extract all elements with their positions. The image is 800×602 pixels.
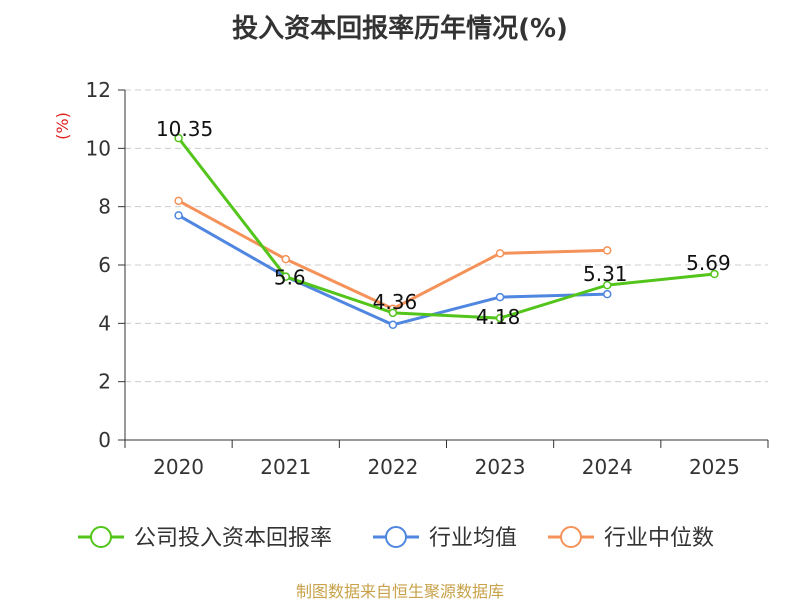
- data-point: [710, 269, 719, 279]
- series-line: [177, 137, 715, 320]
- legend-marker: [90, 526, 112, 548]
- data-label: 5.31: [583, 262, 628, 286]
- legend-marker: [385, 526, 407, 548]
- axes: 0 2 4 6 8 10 12 2020 2021 2022 2023 2024 2025: [86, 78, 769, 479]
- data-label: 4.18: [476, 305, 521, 329]
- x-tick-label: 2021: [260, 455, 311, 479]
- y-tick-label: 0: [98, 428, 111, 452]
- x-tick-label: 2023: [475, 455, 526, 479]
- data-point: [603, 280, 612, 290]
- data-labels: 10.35 5.6 4.36 4.18 5.31 5.69: [156, 117, 731, 329]
- data-point: [281, 272, 290, 281]
- x-tick-label: 2022: [367, 455, 418, 479]
- y-tick-label: 6: [98, 253, 111, 277]
- gridlines: [125, 89, 768, 383]
- series-lines: [177, 137, 715, 327]
- data-point: [495, 292, 505, 302]
- data-point: [495, 249, 505, 258]
- y-axis-label: (%): [53, 112, 72, 140]
- data-point: [603, 246, 612, 255]
- data-point: [603, 289, 612, 299]
- data-point: [174, 196, 183, 206]
- data-label: 10.35: [156, 117, 213, 141]
- legend-label: 行业中位数: [604, 526, 714, 551]
- y-tick-label: 10: [86, 136, 111, 160]
- data-points: [174, 133, 719, 330]
- x-tick-label: 2024: [582, 455, 633, 479]
- data-point: [388, 320, 398, 330]
- y-tick-label: 12: [86, 78, 111, 102]
- x-tick-label: 2020: [153, 455, 204, 479]
- data-point: [388, 308, 398, 318]
- legend-marker: [560, 526, 582, 548]
- y-tick-label: 8: [98, 195, 111, 219]
- data-label: 4.36: [373, 290, 418, 314]
- legend: 公司投入资本回报率 行业均值 行业中位数: [78, 526, 714, 551]
- legend-item[interactable]: 行业均值: [373, 526, 517, 551]
- data-point: [495, 313, 505, 323]
- y-tick-label: 4: [98, 311, 111, 335]
- data-point: [174, 133, 183, 143]
- legend-label: 公司投入资本回报率: [134, 526, 332, 551]
- source-note: 制图数据来自恒生聚源数据库: [295, 582, 504, 601]
- legend-label: 行业均值: [429, 526, 517, 551]
- data-point: [174, 211, 183, 220]
- data-label: 5.6: [274, 266, 306, 290]
- legend-item[interactable]: 公司投入资本回报率: [78, 526, 332, 551]
- data-point: [281, 254, 290, 264]
- data-label: 5.69: [686, 251, 731, 275]
- chart-title: 投入资本回报率历年情况(%): [232, 14, 568, 44]
- y-tick-label: 2: [98, 370, 111, 394]
- x-tick-label: 2025: [689, 455, 740, 479]
- legend-item[interactable]: 行业中位数: [548, 526, 714, 551]
